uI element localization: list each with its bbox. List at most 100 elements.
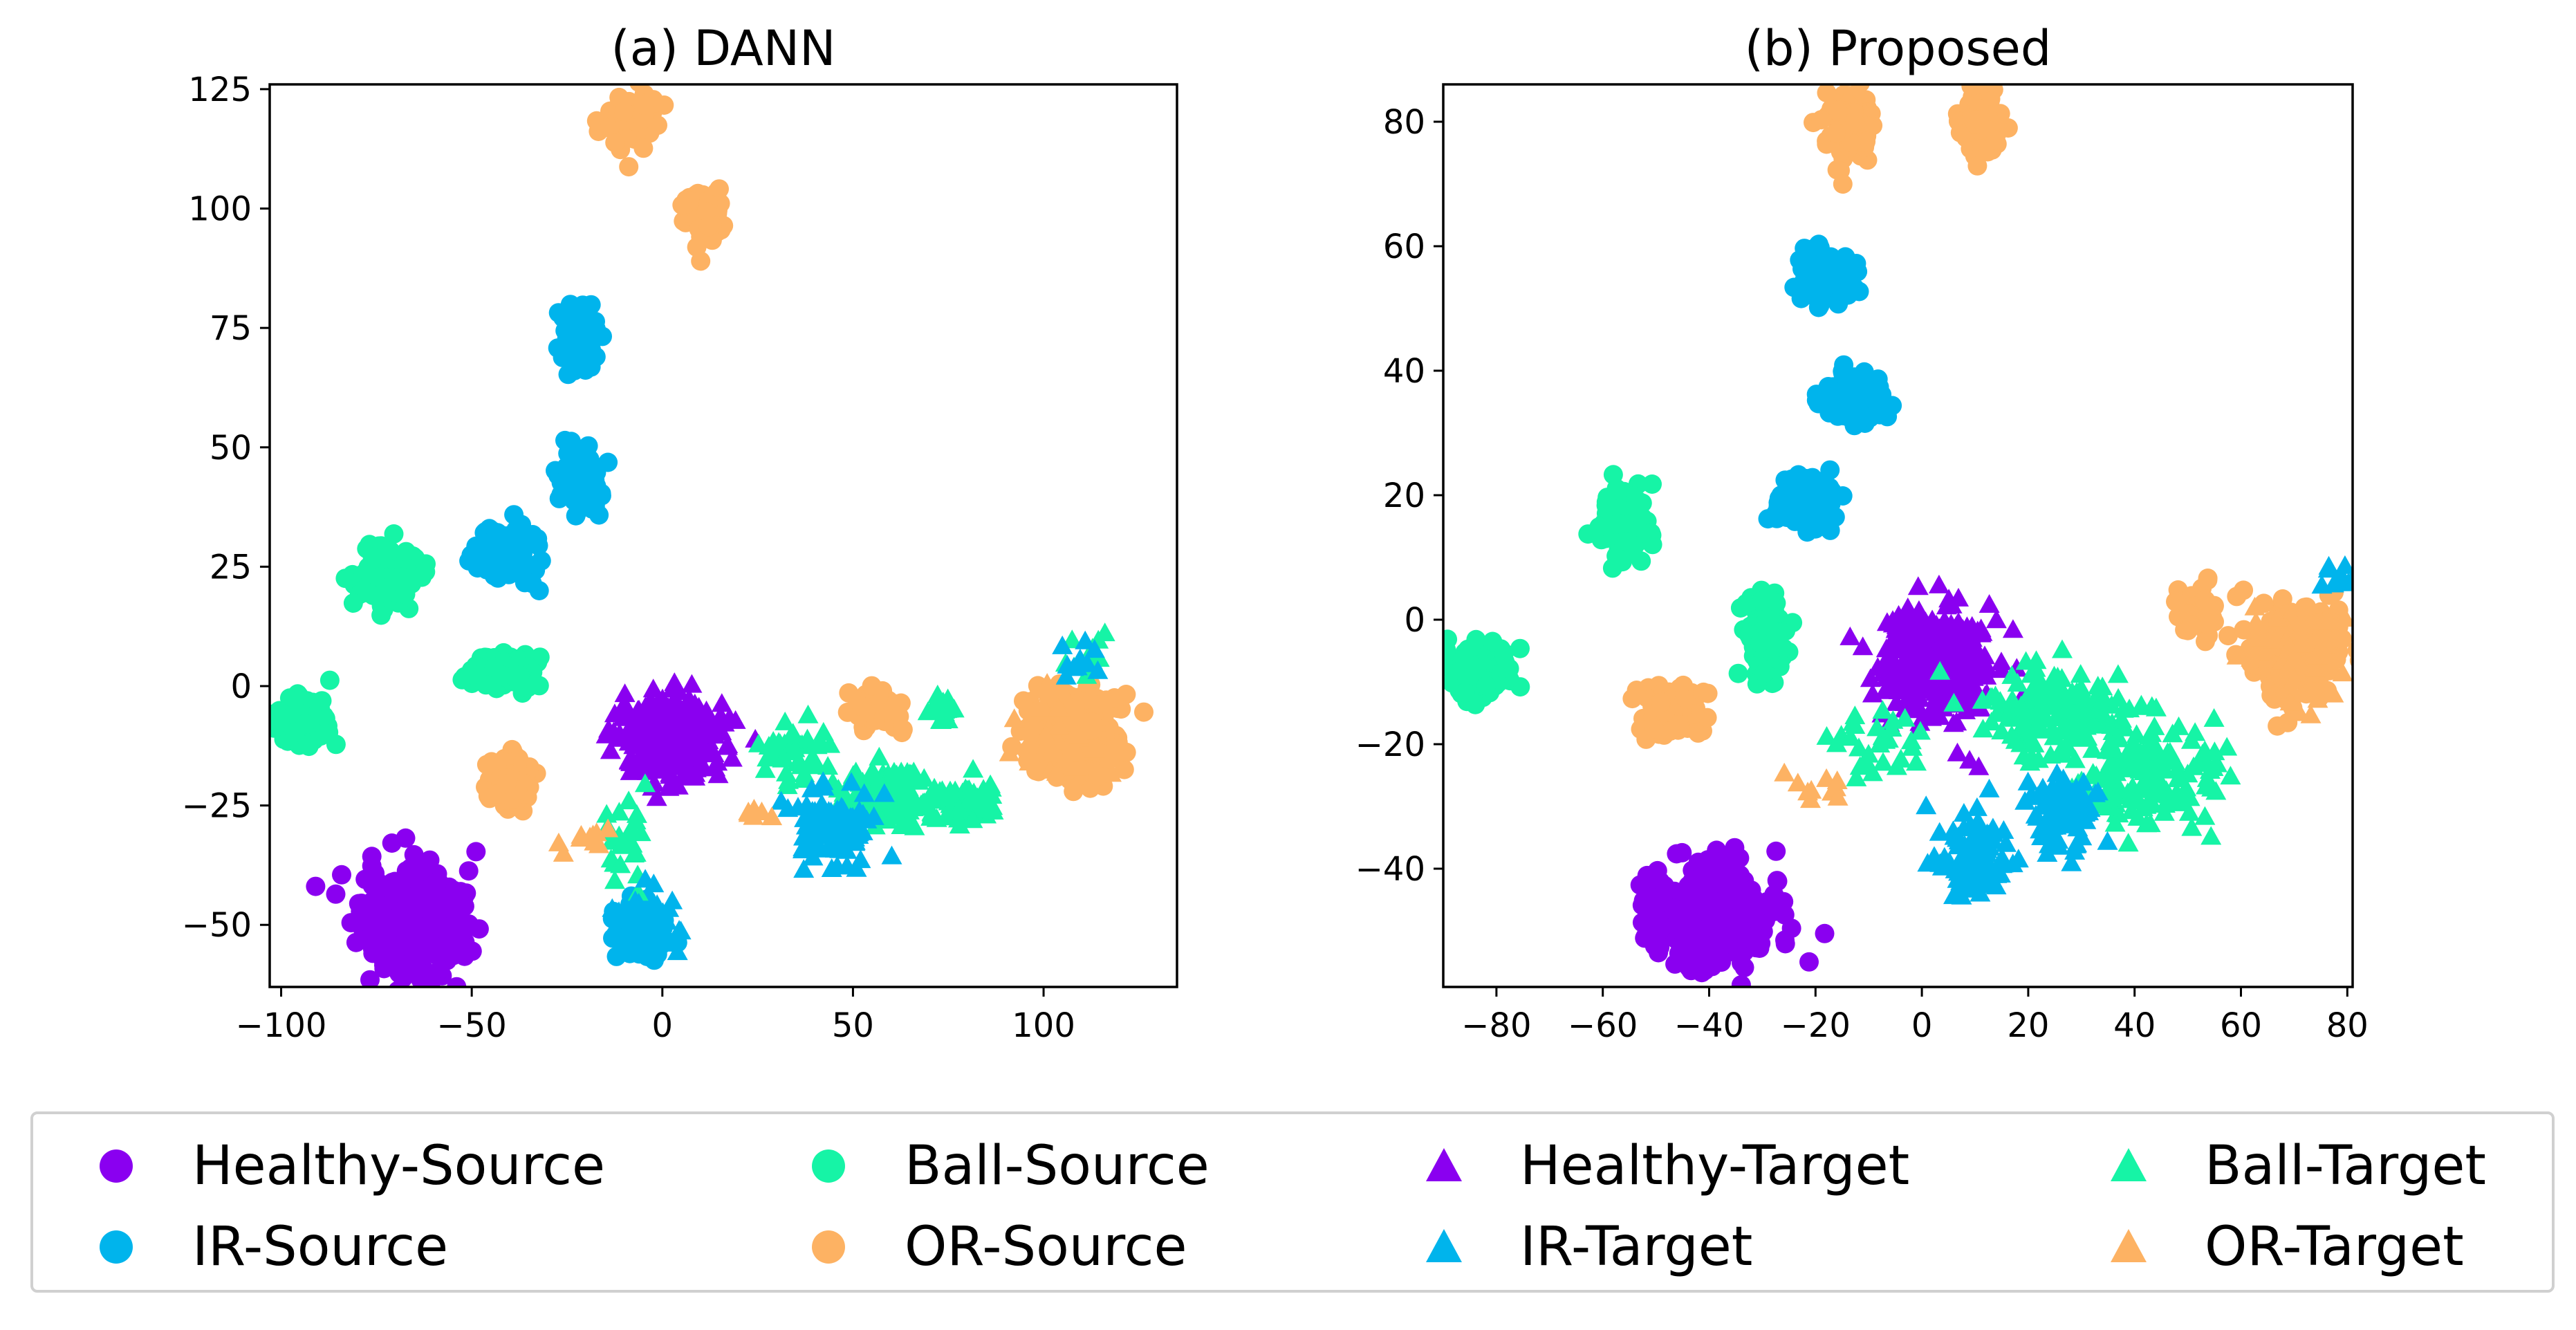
point-ball-target <box>797 704 819 723</box>
point-ball-target <box>962 809 983 829</box>
point-or-source <box>893 719 913 739</box>
y-tick-label: 100 <box>188 190 252 229</box>
point-healthy-source <box>346 932 366 952</box>
point-healthy-source <box>1731 975 1751 987</box>
point-ball-target <box>754 759 776 778</box>
point-ball-source <box>529 676 549 696</box>
point-ir-target <box>640 907 661 926</box>
point-healthy-source <box>362 921 382 941</box>
point-healthy-source <box>425 891 445 911</box>
point-healthy-target <box>705 757 726 777</box>
point-healthy-source <box>1775 905 1795 925</box>
cluster-ball-source <box>1578 465 1662 578</box>
point-ir-target <box>799 818 820 837</box>
point-ball-source <box>1450 661 1470 681</box>
point-ball-target <box>609 802 630 821</box>
point-ir-source <box>1826 385 1846 405</box>
point-healthy-source <box>1709 932 1730 952</box>
point-or-source <box>1833 174 1853 194</box>
point-healthy-target <box>1979 594 2000 613</box>
point-ball-source <box>1642 474 1662 494</box>
point-healthy-source <box>1652 917 1672 937</box>
cluster-healthy-source <box>1630 838 1835 987</box>
point-ir-target <box>823 825 844 844</box>
cluster-ball-target <box>748 704 841 795</box>
point-ir-source <box>581 340 601 359</box>
point-ir-target <box>873 783 895 802</box>
point-or-source <box>1826 123 1846 143</box>
point-ball-target <box>604 870 625 889</box>
point-ir-target <box>662 890 683 909</box>
cluster-or-source <box>672 179 734 271</box>
y-tick-label: 75 <box>210 309 252 348</box>
point-ir-target <box>846 858 867 877</box>
point-ball-source <box>1772 622 1792 642</box>
point-ir-source <box>1804 474 1824 494</box>
point-healthy-source <box>391 901 411 921</box>
point-ir-source <box>571 450 591 470</box>
point-ball-target <box>937 688 958 708</box>
point-ir-source <box>528 528 548 548</box>
cluster-ir-target <box>1052 630 1109 685</box>
point-ir-target <box>777 798 799 818</box>
point-ball-target <box>948 798 970 818</box>
panel-proposed: (b) Proposed−80 −60 −40 −20 0 20 40 60 80−40−200… <box>1355 20 2369 1045</box>
point-ball-source <box>384 524 404 544</box>
point-healthy-source <box>1665 954 1685 974</box>
cluster-or-source <box>837 676 913 743</box>
point-healthy-target <box>632 735 653 754</box>
point-healthy-target <box>658 697 679 717</box>
point-or-source <box>1688 723 1708 743</box>
axes-frame <box>268 83 1178 988</box>
point-healthy-source <box>1667 844 1687 864</box>
point-healthy-source <box>1694 853 1714 874</box>
point-ball-target <box>963 759 984 778</box>
point-ball-target <box>910 794 932 813</box>
point-or-source <box>619 157 639 177</box>
point-ball-source <box>312 691 332 711</box>
point-healthy-target <box>615 695 636 714</box>
cluster-ball-source <box>335 524 436 625</box>
point-healthy-source <box>469 919 489 939</box>
x-tick-label: −50 <box>437 1006 507 1045</box>
point-ball-target <box>610 854 631 874</box>
point-or-source <box>2218 626 2238 646</box>
point-healthy-target <box>642 678 664 698</box>
point-ball-source <box>1641 523 1661 543</box>
point-healthy-source <box>389 981 407 987</box>
cluster-or-source <box>1947 84 2018 176</box>
point-healthy-target <box>669 681 689 700</box>
point-ball-source <box>1610 514 1630 534</box>
point-healthy-source <box>446 924 466 944</box>
point-ball-target <box>773 748 795 767</box>
point-healthy-target <box>629 719 650 738</box>
point-ir-source <box>1785 481 1805 501</box>
point-or-target <box>999 742 1020 761</box>
point-or-target <box>1068 725 1090 744</box>
point-ball-target <box>901 787 923 806</box>
point-ball-target <box>793 769 814 788</box>
point-or-source <box>2347 642 2353 659</box>
point-or-source <box>2333 629 2352 649</box>
cluster-or-target <box>738 799 783 826</box>
point-ir-source <box>504 505 524 525</box>
point-ball-target <box>948 809 969 828</box>
point-healthy-source <box>1653 889 1673 909</box>
point-ball-source <box>402 574 422 594</box>
cluster-ir-source <box>548 295 612 385</box>
cluster-ball-source <box>270 670 346 757</box>
point-ball-source <box>1510 638 1530 658</box>
point-ir-target <box>1055 665 1077 685</box>
point-ir-target <box>841 772 862 791</box>
point-ball-target <box>618 791 640 810</box>
point-healthy-source <box>1746 938 1766 958</box>
point-or-target <box>1003 708 1025 728</box>
cluster-ir-source <box>459 505 551 600</box>
point-ir-source <box>1872 385 1892 405</box>
point-ball-source <box>1476 676 1497 696</box>
x-tick-label: −100 <box>236 1006 327 1045</box>
point-ball-target <box>784 738 806 757</box>
chart-title: (a) DANN <box>611 20 835 77</box>
point-healthy-target <box>608 728 629 747</box>
